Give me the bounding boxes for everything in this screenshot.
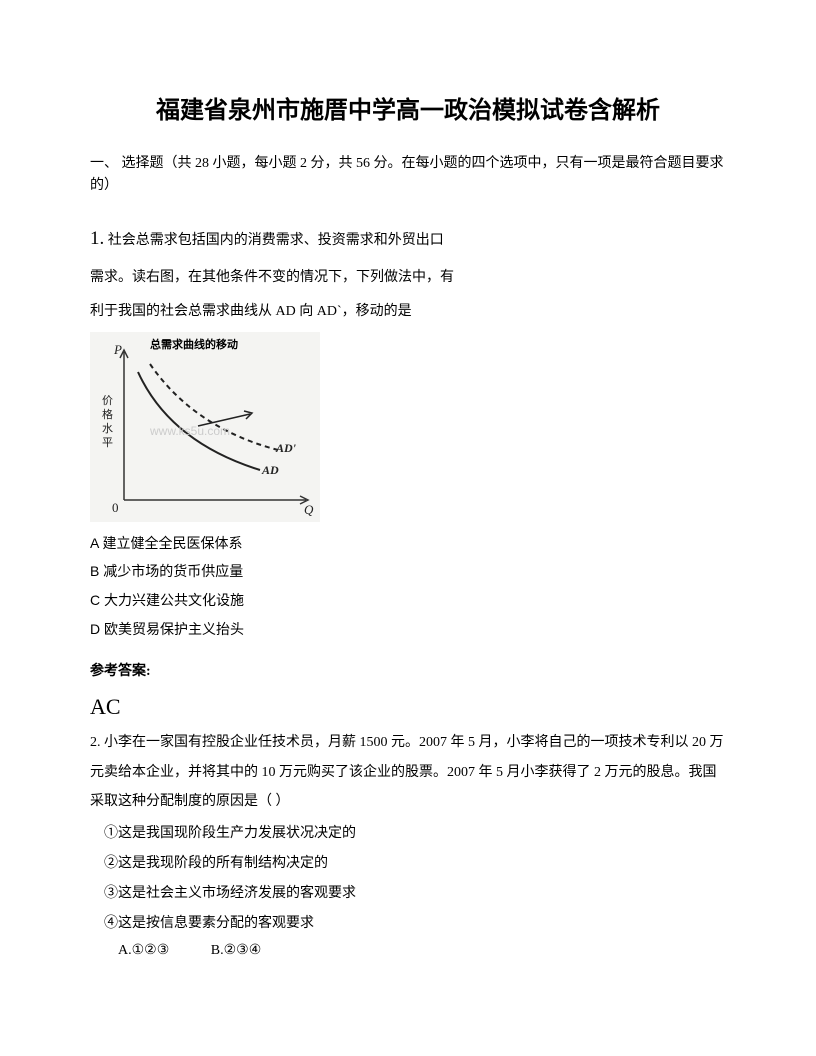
- svg-text:格: 格: [102, 407, 113, 421]
- chart-caption: 总需求曲线的移动: [150, 336, 238, 352]
- answer-1: AC: [90, 694, 726, 720]
- q2-choices: A.①②③ B.②③④: [90, 942, 726, 959]
- option-a: A 建立健全全民医保体系: [90, 530, 726, 557]
- p-label: P: [113, 342, 122, 357]
- option-b: B 减少市场的货币供应量: [90, 558, 726, 585]
- q-label: Q: [304, 502, 314, 517]
- section-header: 一、 选择题（共 28 小题，每小题 2 分，共 56 分。在每小题的四个选项中…: [90, 153, 726, 198]
- svg-text:AD': AD': [275, 441, 297, 455]
- q1-options: A 建立健全全民医保体系 B 减少市场的货币供应量 C 大力兴建公共文化设施 D…: [90, 530, 726, 642]
- answer-label: 参考答案:: [90, 660, 726, 680]
- q2-choice-a: A.①②③: [118, 943, 169, 958]
- q1-line2: 需求。读右图，在其他条件不变的情况下，下列做法中，有: [90, 264, 726, 292]
- q2-item-3: ③这是社会主义市场经济发展的客观要求: [104, 880, 726, 908]
- svg-text:AD: AD: [261, 463, 279, 477]
- page-title: 福建省泉州市施厝中学高一政治模拟试卷含解析: [90, 90, 726, 125]
- svg-text:水: 水: [102, 422, 113, 435]
- svg-text:平: 平: [102, 437, 113, 449]
- q2-item-2: ②这是我现阶段的所有制结构决定的: [104, 850, 726, 878]
- q1-number: 1.: [90, 228, 104, 249]
- q1-line1: 社会总需求包括国内的消费需求、投资需求和外贸出口: [104, 233, 444, 248]
- q2-item-1: ①这是我国现阶段生产力发展状况决定的: [104, 820, 726, 848]
- question-2: 2. 小李在一家国有控股企业任技术员，月薪 1500 元。2007 年 5 月，…: [90, 728, 726, 959]
- svg-text:价: 价: [102, 394, 113, 407]
- demand-curve-chart: 总需求曲线的移动 www.ks5u.com P 0 Q 价 格 水 平 AD: [90, 332, 320, 522]
- origin-label: 0: [112, 500, 119, 515]
- q2-number: 2.: [90, 735, 101, 750]
- q2-body-text: 小李在一家国有控股企业任技术员，月薪 1500 元。2007 年 5 月，小李将…: [90, 735, 724, 809]
- q1-line3: 利于我国的社会总需求曲线从 AD 向 AD`，移动的是: [90, 298, 726, 326]
- q2-item-4: ④这是按信息要素分配的客观要求: [104, 910, 726, 938]
- q2-choice-b: B.②③④: [211, 943, 262, 958]
- option-d: D 欧美贸易保护主义抬头: [90, 616, 726, 643]
- option-c: C 大力兴建公共文化设施: [90, 587, 726, 614]
- question-1: 1. 社会总需求包括国内的消费需求、投资需求和外贸出口 需求。读右图，在其他条件…: [90, 220, 726, 642]
- q2-items: ①这是我国现阶段生产力发展状况决定的 ②这是我现阶段的所有制结构决定的 ③这是社…: [90, 820, 726, 938]
- watermark: www.ks5u.com: [150, 424, 230, 438]
